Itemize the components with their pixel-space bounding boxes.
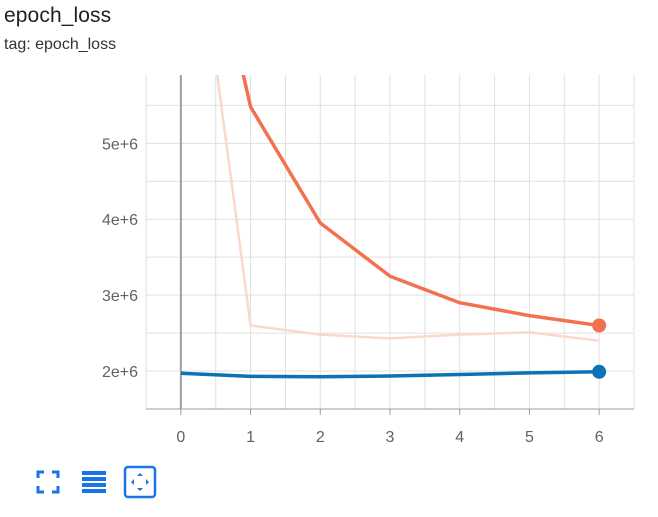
x-tick-label: 1 (246, 429, 255, 446)
fit-domain-icon (123, 465, 157, 499)
series-endpoint-marker[interactable] (592, 364, 607, 379)
series-endpoint-marker[interactable] (592, 318, 607, 333)
line-chart[interactable]: 0 1 2 3 4 5 6 2e+6 3e+6 4e+6 5e+6 (0, 0, 658, 460)
x-tick-label: 0 (176, 429, 185, 446)
fullscreen-button[interactable] (28, 462, 68, 502)
y-tick-label: 4e+6 (102, 212, 138, 229)
toggle-data-table-button[interactable] (74, 462, 114, 502)
card-tag: tag: epoch_loss (4, 36, 117, 53)
card-title: epoch_loss (4, 4, 112, 27)
x-tick-label: 6 (595, 429, 604, 446)
x-tick-label: 3 (386, 429, 395, 446)
y-tick-label: 2e+6 (102, 364, 138, 381)
series-line-raw[interactable] (181, 0, 600, 342)
x-tick-label: 2 (316, 429, 325, 446)
series-line[interactable] (180, 370, 600, 379)
chart-toolbar (28, 462, 166, 502)
x-tick-label: 4 (455, 429, 464, 446)
y-tick-label: 5e+6 (102, 136, 138, 153)
data-table-icon (82, 471, 106, 493)
series-line[interactable] (181, 0, 600, 328)
y-tick-label: 3e+6 (102, 288, 138, 305)
fullscreen-icon (36, 470, 60, 494)
fit-domain-button[interactable] (120, 462, 160, 502)
x-tick-label: 5 (525, 429, 534, 446)
